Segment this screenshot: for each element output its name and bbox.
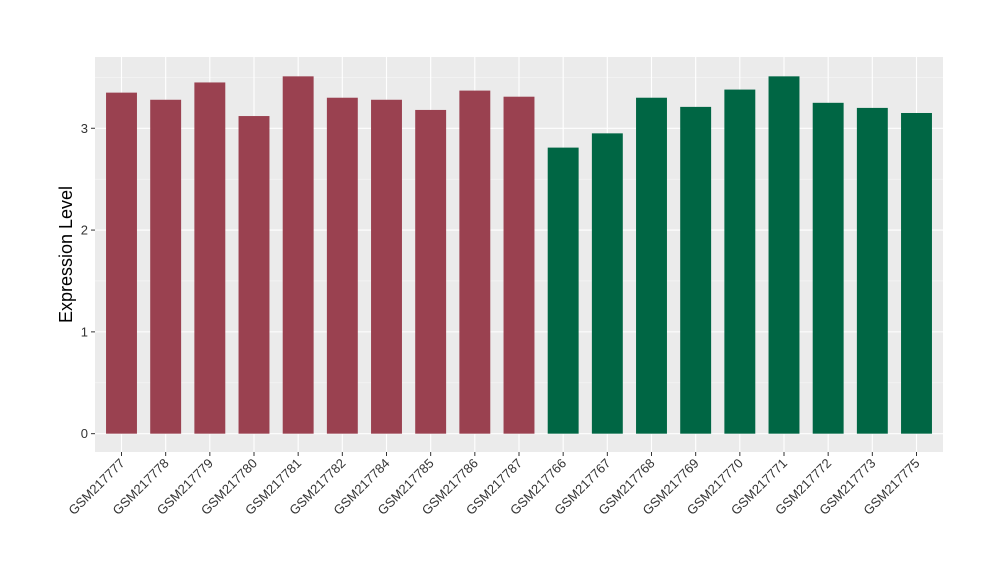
bar-GSM217769 <box>680 106 712 434</box>
bar-GSM217779 <box>194 82 226 434</box>
bar-GSM217784 <box>371 99 402 434</box>
y-tick-label: 1 <box>81 324 88 339</box>
bar-GSM217775 <box>901 112 932 434</box>
bar-GSM217772 <box>812 102 844 434</box>
y-axis: 0 1 2 3 <box>81 121 95 441</box>
bars <box>106 76 932 434</box>
x-axis: GSM217777GSM217778GSM217779GSM217780GSM2… <box>65 452 923 518</box>
bar-GSM217781 <box>282 76 314 434</box>
y-tick-label: 3 <box>81 121 88 136</box>
bar-GSM217771 <box>768 76 800 434</box>
bar-GSM217787 <box>503 96 535 434</box>
y-tick-label: 2 <box>81 223 88 238</box>
bar-GSM217777 <box>106 92 137 434</box>
bar-GSM217770 <box>724 89 756 434</box>
bar-GSM217782 <box>326 97 358 434</box>
y-axis-title: Expression Level <box>56 186 76 323</box>
bar-GSM217768 <box>636 97 667 434</box>
bar-GSM217778 <box>150 99 182 434</box>
bar-GSM217780 <box>238 116 270 434</box>
bar-GSM217773 <box>856 107 888 434</box>
bar-GSM217766 <box>547 147 579 434</box>
bar-GSM217786 <box>459 90 491 434</box>
bar-GSM217785 <box>415 109 447 434</box>
y-tick-label: 0 <box>81 426 88 441</box>
bar-GSM217767 <box>591 133 623 434</box>
